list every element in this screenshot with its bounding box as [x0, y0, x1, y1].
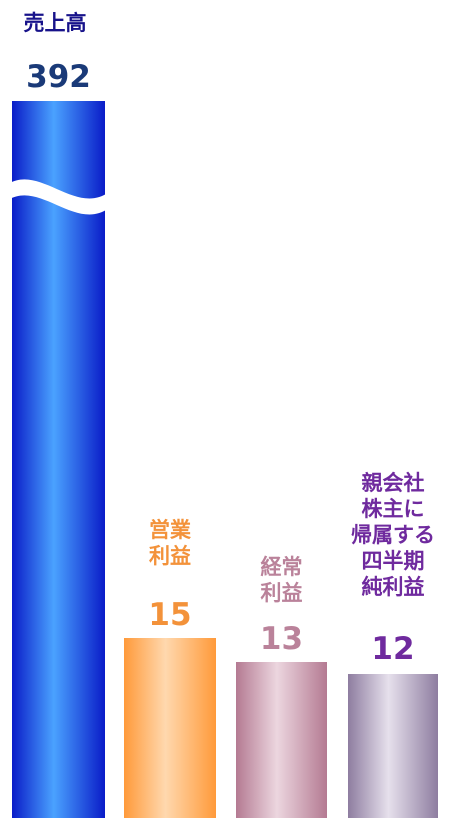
bar-1	[124, 638, 216, 818]
axis-break-wave	[8, 179, 109, 215]
bar-2	[236, 662, 327, 818]
value-label-1: 15	[148, 597, 192, 633]
value-label-2: 13	[259, 621, 304, 657]
bar-3	[348, 674, 438, 818]
value-label-3: 12	[371, 631, 415, 667]
value-label-0: 392	[26, 59, 91, 95]
category-label-1: 営業 利益	[149, 518, 191, 568]
category-label-0: 売上高	[23, 11, 87, 35]
category-label-3: 親会社 株主に 帰属する 四半期 純利益	[351, 471, 435, 599]
category-label-2: 経常 利益	[260, 555, 303, 605]
bar-0	[12, 101, 105, 818]
